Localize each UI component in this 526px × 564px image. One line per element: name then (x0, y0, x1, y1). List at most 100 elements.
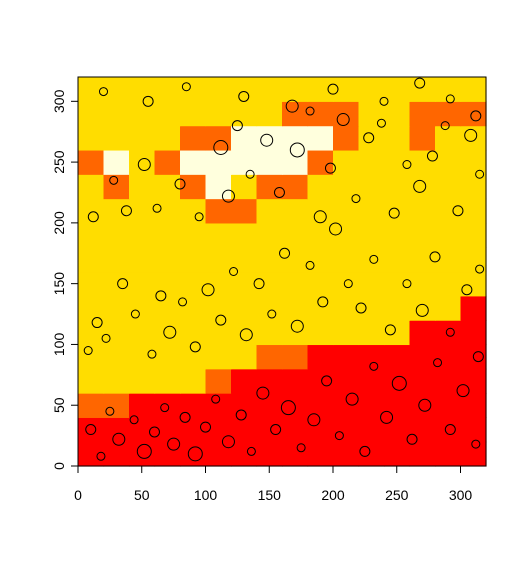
heatmap-cell (78, 271, 105, 297)
heatmap-cell (78, 393, 105, 418)
heatmap-cell (180, 295, 207, 321)
heatmap-cell (384, 393, 411, 418)
point-marker (334, 431, 344, 441)
heatmap-cell (460, 174, 487, 200)
heatmap-cell (333, 247, 360, 273)
point-marker (290, 319, 304, 333)
x-tick-label: 50 (134, 487, 150, 503)
heatmap-cell (333, 417, 360, 443)
heatmap-cell (460, 417, 487, 443)
heatmap-cell (154, 320, 181, 346)
heatmap-cell (129, 222, 156, 248)
heatmap-cell (435, 417, 462, 443)
heatmap-cell (358, 101, 385, 127)
heatmap-cell (231, 198, 258, 224)
heatmap-cell (205, 222, 232, 248)
point-marker (388, 207, 400, 219)
heatmap-cell (180, 247, 207, 273)
point-marker (160, 403, 170, 413)
point-marker (369, 254, 379, 264)
heatmap-cell (307, 271, 334, 297)
heatmap-cell (180, 222, 207, 248)
heatmap-cell (282, 295, 309, 321)
heatmap-cell (282, 441, 309, 467)
heatmap-cell (103, 295, 130, 321)
heatmap-cell (180, 271, 207, 297)
heatmap-cell (307, 417, 334, 443)
heatmap-cell (231, 174, 258, 200)
point-marker (96, 451, 106, 461)
point-marker (201, 283, 215, 297)
point-marker (305, 260, 315, 270)
heatmap-cell (78, 417, 105, 443)
heatmap-cell (129, 77, 156, 102)
heatmap-cell (384, 417, 411, 443)
heatmap-cell (384, 101, 411, 127)
point-marker (256, 386, 270, 400)
heatmap-cell (384, 198, 411, 224)
point-marker (129, 415, 139, 425)
heatmap-cell (154, 174, 181, 200)
point-marker (351, 194, 361, 204)
heatmap-cell (154, 271, 181, 297)
heatmap-cell (205, 441, 232, 467)
heatmap-cell (409, 393, 436, 418)
heatmap-cell (282, 344, 309, 370)
heatmap-cell (409, 247, 436, 273)
point-marker (317, 296, 329, 308)
point-marker (472, 351, 484, 363)
heatmap-cell (384, 344, 411, 370)
heatmap-cell (282, 174, 309, 200)
heatmap-cell (282, 77, 309, 102)
point-marker (345, 392, 359, 406)
heatmap-cell (180, 441, 207, 467)
point-marker (101, 333, 111, 343)
point-marker (445, 327, 455, 337)
y-tick-label: 150 (51, 272, 67, 296)
heatmap-cell (460, 295, 487, 321)
heatmap-cell (78, 174, 105, 200)
point-marker (384, 324, 396, 336)
heatmap-cell (384, 222, 411, 248)
heatmap-cell (460, 247, 487, 273)
heatmap-cell (282, 149, 309, 175)
heatmap-cell (205, 295, 232, 321)
heatmap-cell (256, 271, 283, 297)
heatmap-cell (409, 149, 436, 175)
heatmap-cell (409, 271, 436, 297)
heatmap-cell (154, 368, 181, 394)
heatmap-cell (282, 125, 309, 151)
heatmap-cell (154, 77, 181, 102)
heatmap-cell (435, 101, 462, 127)
heatmap-cell (333, 295, 360, 321)
x-tick-label: 150 (258, 487, 282, 503)
heatmap-cell (358, 368, 385, 394)
point-marker (221, 435, 235, 449)
point-marker (456, 384, 470, 398)
heatmap-cell (180, 344, 207, 370)
point-marker (307, 413, 321, 427)
heatmap-cell (307, 441, 334, 467)
point-marker (142, 95, 154, 107)
x-axis: 0 50 100 150 200 250 300 (74, 465, 472, 503)
y-tick-label: 100 (51, 333, 67, 357)
heatmap-cell (154, 295, 181, 321)
point-marker (87, 211, 99, 223)
heatmap-cell (409, 344, 436, 370)
heatmap-cell (78, 344, 105, 370)
point-marker (415, 303, 429, 317)
heatmap-cell (358, 344, 385, 370)
heatmap-cell (307, 222, 334, 248)
heatmap-cell (333, 77, 360, 102)
point-marker (471, 439, 481, 449)
heatmap-cell (358, 125, 385, 151)
point-marker (130, 309, 140, 319)
heatmap-cell (333, 441, 360, 467)
heatmap-cell (333, 174, 360, 200)
heatmap-cell (384, 320, 411, 346)
heatmap-cell (256, 295, 283, 321)
heatmap-cell (460, 101, 487, 127)
heatmap-cell (435, 344, 462, 370)
heatmap-cell (180, 320, 207, 346)
point-marker (321, 375, 333, 387)
